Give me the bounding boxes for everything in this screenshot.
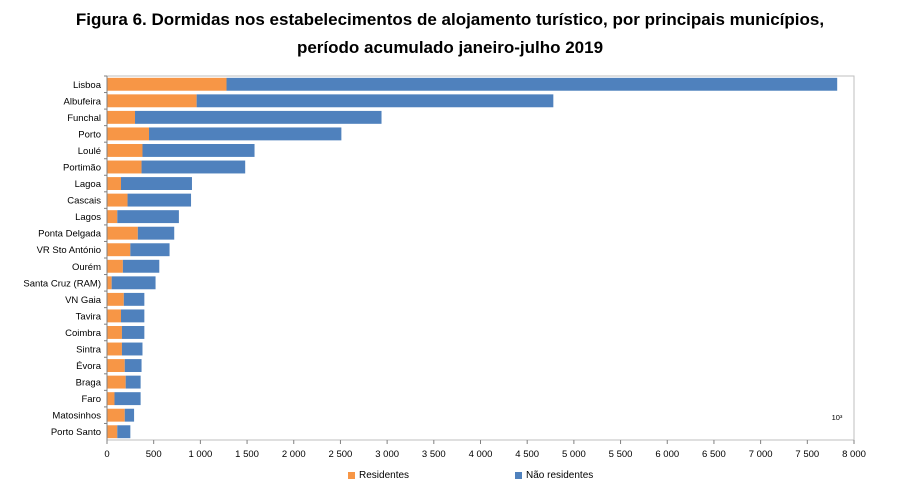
chart-title-line-2: período acumulado janeiro-julho 2019 [296,38,604,57]
bar-nao-residentes [137,226,175,240]
bar-nao-residentes [117,210,179,224]
category-label: Sintra [76,345,102,356]
bar-nao-residentes [135,110,382,124]
category-label: Faro [81,394,101,405]
category-label: Lagos [75,212,101,223]
bar-residentes [107,127,150,141]
bar-residentes [107,259,123,273]
bar-residentes [107,193,128,207]
bar-nao-residentes [226,77,838,91]
category-label: Loulé [78,146,101,157]
bar-nao-residentes [142,144,255,157]
x-tick-label: 500 [146,449,162,460]
legend-item-residentes: Residentes [348,470,409,481]
bar-residentes [107,94,197,108]
bar-nao-residentes [114,392,141,406]
bar-residentes [107,425,118,439]
bar-residentes [107,243,131,257]
bar-nao-residentes [124,408,135,422]
category-label: Lagoa [75,179,102,190]
category-label: Lisboa [73,80,102,91]
x-tick-label: 7 500 [795,449,819,460]
legend-label-nao-residentes: Não residentes [526,470,594,481]
category-label: Matosinhos [52,411,101,422]
bar-nao-residentes [141,160,246,174]
bar-nao-residentes [111,276,156,290]
bar-residentes [107,326,122,339]
legend-swatch-residentes [348,471,355,479]
x-tick-label: 3 000 [375,449,399,460]
category-label: Braga [76,378,102,389]
bar-residentes [107,110,136,124]
x-tick-label: 1 000 [188,449,212,460]
legend-swatch-nao-residentes [515,471,522,479]
bar-residentes [107,77,227,91]
legend-label-residentes: Residentes [359,470,410,481]
bar-nao-residentes [121,309,145,323]
category-label: Albufeira [64,96,102,107]
category-label: Portimão [63,163,101,174]
x-tick-label: 2 000 [282,449,306,460]
x-tick-label: 4 500 [515,449,539,460]
x-tick-label: 6 000 [655,449,679,460]
bar-nao-residentes [121,342,143,356]
bar-residentes [107,144,143,157]
category-label: Cascais [67,196,101,207]
bar-residentes [107,177,122,190]
x-tick-label: 3 500 [422,449,446,460]
bar-nao-residentes [121,326,145,339]
x-tick-label: 1 500 [235,449,259,460]
category-label: Ponta Delgada [38,229,102,240]
bar-nao-residentes [117,425,131,439]
bar-residentes [107,292,124,306]
x-tick-label: 8 000 [842,449,866,460]
bar-nao-residentes [122,259,160,273]
category-label: Tavira [76,311,102,322]
unit-label: 10³ [832,413,843,422]
bar-nao-residentes [127,193,192,207]
category-label: VN Gaia [65,295,102,306]
category-label: Coimbra [65,328,102,339]
bar-residentes [107,359,125,372]
x-tick-label: 2 500 [329,449,353,460]
x-tick-label: 7 000 [749,449,773,460]
category-label: Évora [76,361,102,372]
bar-residentes [107,375,126,389]
x-tick-label: 0 [104,449,109,460]
category-label: Ourém [72,262,101,273]
category-label: Funchal [67,113,101,124]
bar-residentes [107,160,142,174]
bar-residentes [107,408,125,422]
x-tick-label: 4 000 [469,449,493,460]
category-label: Porto Santo [51,427,101,438]
bar-nao-residentes [149,127,342,141]
bar-residentes [107,226,138,240]
bar-residentes [107,392,115,406]
category-label: Santa Cruz (RAM) [23,278,101,289]
bar-residentes [107,342,122,356]
bar-residentes [107,210,118,224]
category-label: Porto [78,129,101,140]
bar-nao-residentes [196,94,554,108]
bar-nao-residentes [124,359,142,372]
bar-residentes [107,276,112,290]
x-tick-label: 5 500 [609,449,633,460]
chart-title-line-1: Figura 6. Dormidas nos estabelecimentos … [75,10,825,29]
x-tick-label: 6 500 [702,449,726,460]
legend-item-nao-residentes: Não residentes [515,470,593,481]
x-tick-label: 5 000 [562,449,586,460]
bar-nao-residentes [121,177,192,190]
bar-residentes [107,309,122,323]
bar-nao-residentes [125,375,141,389]
bar-nao-residentes [123,292,145,306]
bar-nao-residentes [130,243,170,257]
category-label: VR Sto António [37,245,101,256]
